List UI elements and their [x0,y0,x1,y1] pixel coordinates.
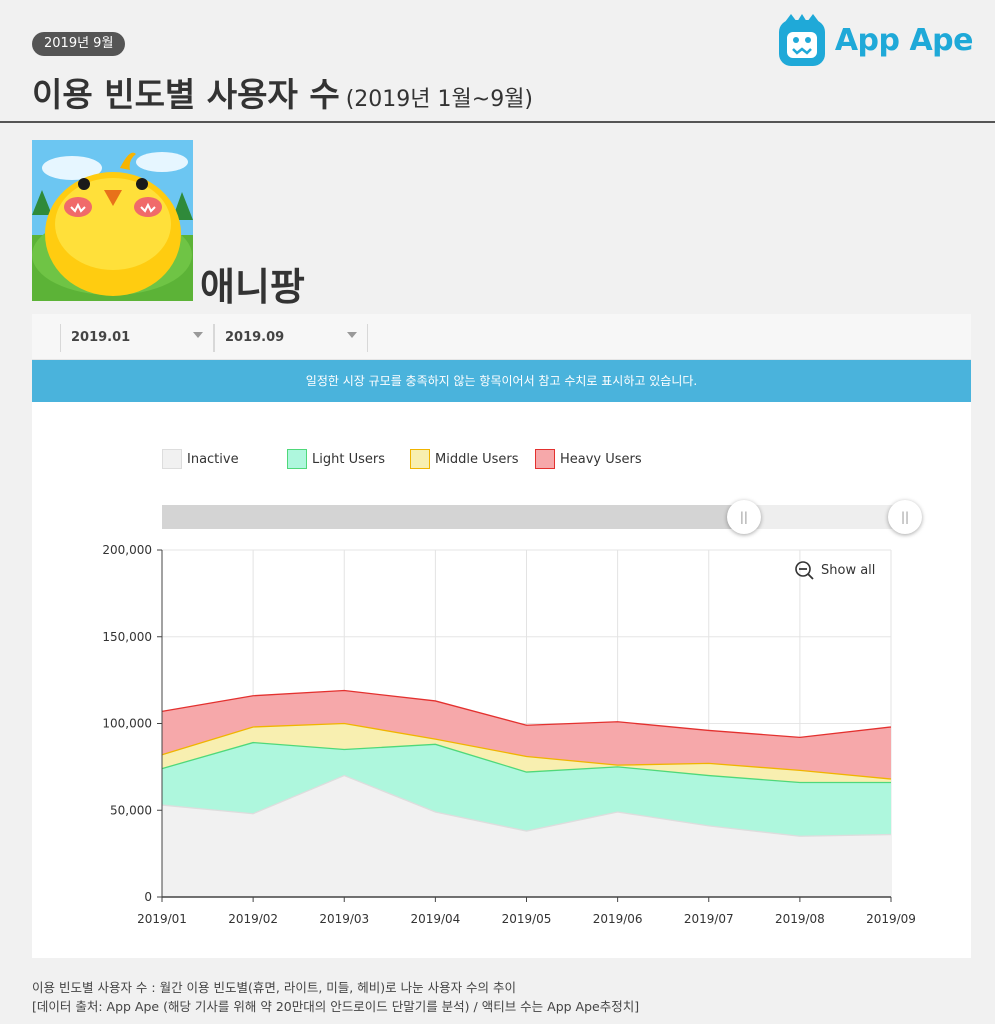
reference-notice: 일정한 시장 규모를 충족하지 않는 항목이어서 참고 수치로 표시하고 있습니… [32,360,971,402]
legend-label: Middle Users [435,451,519,467]
chevron-down-icon [193,332,203,338]
app-ape-logo: App Ape [777,12,974,68]
legend-label: Heavy Users [560,451,642,467]
legend-item-middle-users[interactable]: Middle Users [410,449,518,469]
end-month-value: 2019.09 [225,330,285,345]
show-all-button[interactable]: Show all [795,561,875,580]
y-tick-label: 0 [144,890,152,904]
legend-swatch [535,449,555,469]
range-slider-fill [162,505,744,529]
footnote-source: [데이터 출처: App Ape (해당 기사를 위해 약 20만대의 안드로이… [32,999,640,1014]
x-tick-label: 2019/05 [502,912,552,926]
footnote: 이용 빈도별 사용자 수 : 월간 이용 빈도별(휴면, 라이트, 미들, 헤비… [32,978,639,1016]
show-all-label: Show all [821,563,875,578]
end-month-select[interactable]: 2019.09 [214,324,368,352]
page-title-main: 이용 빈도별 사용자 수 [32,75,340,114]
stacked-area-chart: 0 50,000 100,000 150,000 200,000 2019/01 2019/… [102,543,916,926]
period-toolbar: 2019.01 2019.09 [32,314,971,360]
y-tick-label: 100,000 [102,717,152,731]
y-tick-label: 200,000 [102,543,152,557]
range-slider-track[interactable]: || || [162,500,922,534]
x-tick-label: 2019/03 [319,912,369,926]
title-divider [0,121,995,123]
x-tick-label: 2019/08 [775,912,825,926]
legend-swatch [162,449,182,469]
legend-label: Inactive [187,451,239,467]
x-tick-label: 2019/01 [137,912,187,926]
x-tick-label: 2019/04 [410,912,460,926]
x-tick-label: 2019/09 [866,912,916,926]
legend-label: Light Users [312,451,385,467]
logo-text: App Ape [834,22,974,58]
page-title: 이용 빈도별 사용자 수 (2019년 1월~9월) [32,68,533,116]
date-badge: 2019년 9월 [32,32,126,56]
legend-item-inactive[interactable]: Inactive [162,449,239,469]
yellow-chick-app-icon [32,140,193,301]
legend-item-light-users[interactable]: Light Users [287,449,385,469]
legend-item-heavy-users[interactable]: Heavy Users [535,449,642,469]
series-line-inactive [161,774,892,837]
x-tick-label: 2019/02 [228,912,278,926]
area-inactive [162,775,891,897]
start-month-value: 2019.01 [71,330,131,345]
series-line-heavy-users [161,689,892,739]
area-light-users [162,742,891,837]
range-start-handle[interactable]: || [726,500,761,534]
y-tick-label: 150,000 [102,630,152,644]
zoom-out-icon-glyph [799,568,814,580]
app-name: 애니팡 [200,265,305,309]
footnote-definition: 이용 빈도별 사용자 수 : 월간 이용 빈도별(휴면, 라이트, 미들, 헤비… [32,980,517,995]
area-middle-users [162,723,891,783]
legend-swatch [410,449,430,469]
chart-panel: 2019.01 2019.09 일정한 시장 규모를 충족하지 않는 항목이어서… [32,314,971,958]
chevron-down-icon [347,332,357,338]
legend-swatch [287,449,307,469]
zoom-out-icon [795,561,811,577]
x-tick-label: 2019/06 [593,912,643,926]
x-tick-label: 2019/07 [684,912,734,926]
y-tick-label: 50,000 [110,803,152,817]
area-heavy-users [162,690,891,780]
range-end-handle[interactable]: || [888,500,922,534]
series-line-light-users [161,741,891,784]
ape-face-icon [778,14,825,66]
page-title-period: (2019년 1월~9월) [345,87,534,112]
series-line-middle-users [161,722,892,780]
start-month-select[interactable]: 2019.01 [60,324,214,352]
